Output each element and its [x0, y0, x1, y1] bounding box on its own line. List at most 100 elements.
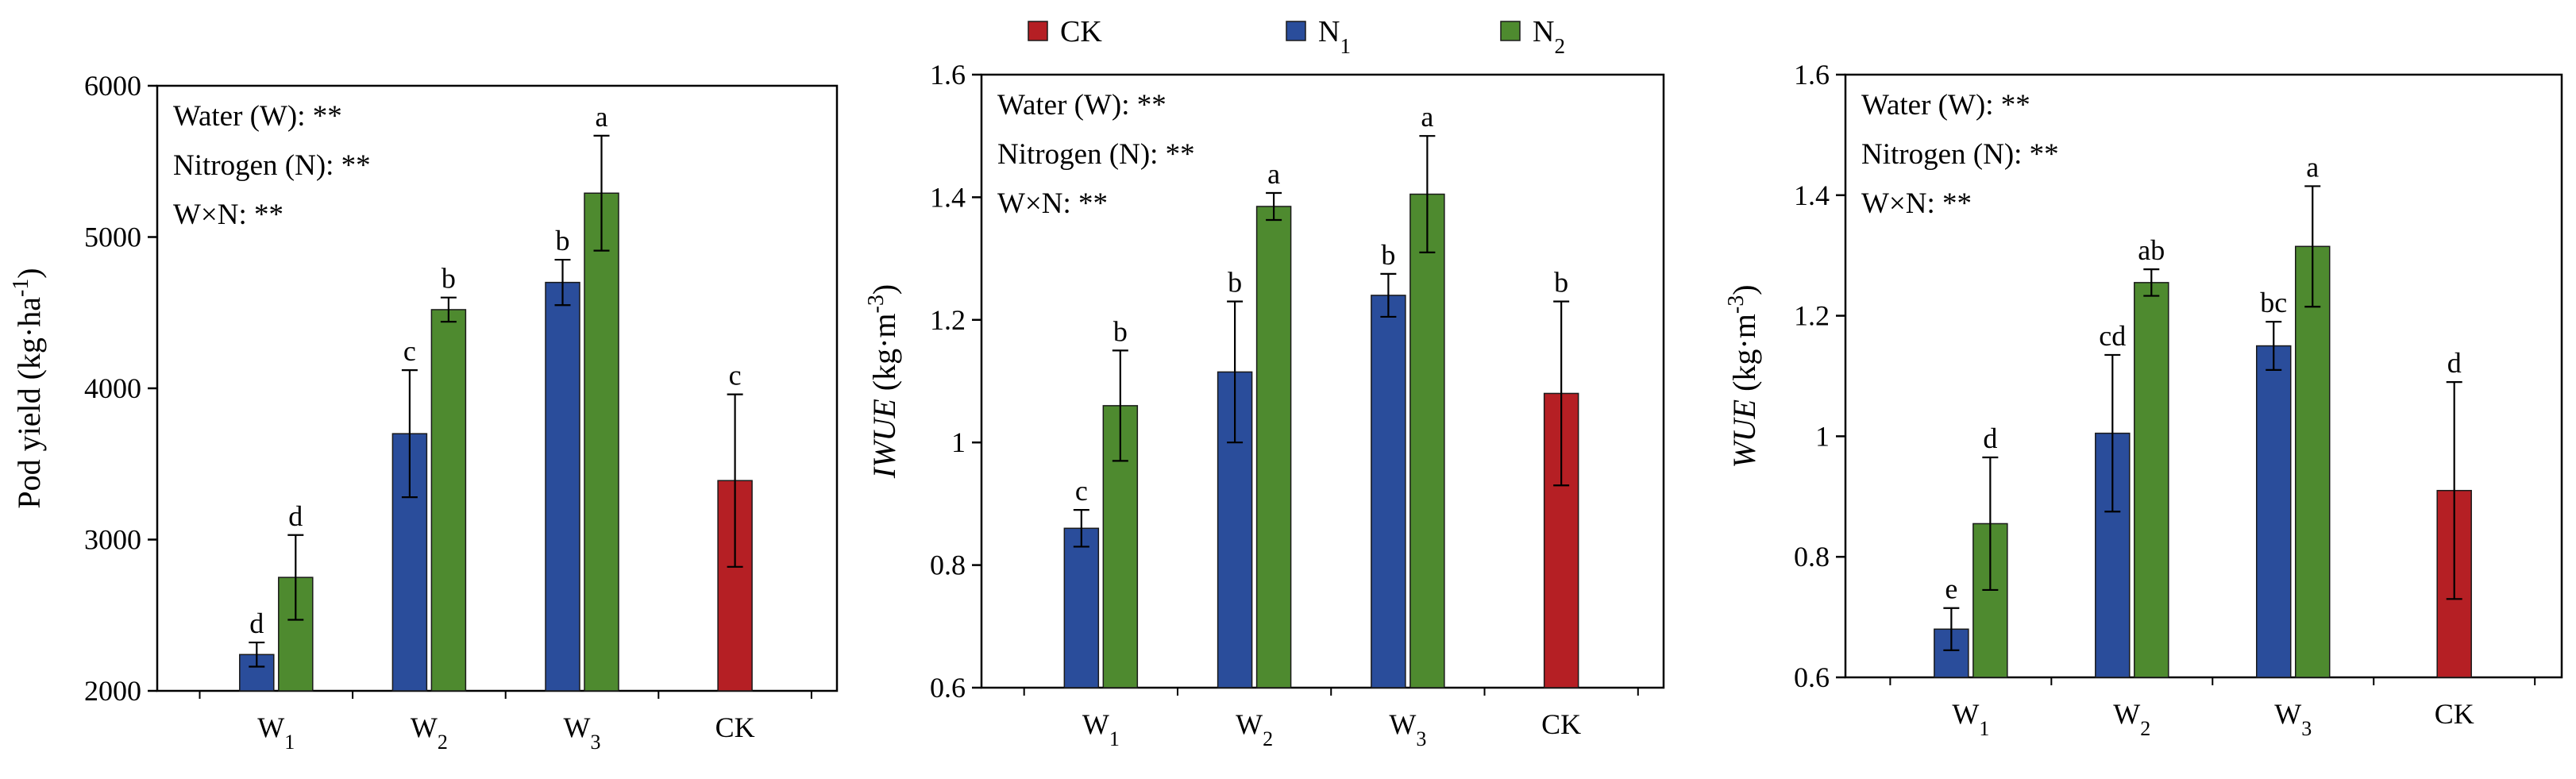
- y-axis-label-italic: IWUE: [866, 399, 902, 479]
- significance-letter: d: [1983, 422, 1997, 454]
- x-tick-label: CK: [1541, 708, 1581, 740]
- x-tick-main: W: [564, 712, 591, 743]
- y-tick-label: 0.8: [1794, 541, 1830, 573]
- significance-letter: c: [729, 360, 742, 391]
- x-tick-label: W3: [564, 712, 601, 754]
- legend-swatch-ck: [1028, 21, 1048, 41]
- x-tick-subscript: 1: [1979, 717, 1989, 740]
- y-axis-label-main: (kg·m: [1726, 314, 1762, 399]
- y-axis-label: Pod yield (kg·ha-1): [9, 268, 48, 508]
- bar-n2: [1409, 193, 1445, 688]
- stat-annotation: Nitrogen (N): **: [1861, 138, 2059, 171]
- legend: CK N1 N2: [1028, 15, 1565, 58]
- significance-letter: c: [1075, 475, 1088, 507]
- significance-letter: ab: [2138, 234, 2165, 266]
- x-tick-subscript: 2: [2140, 717, 2150, 740]
- bar-n1: [2256, 345, 2292, 678]
- stat-annotation: Water (W): **: [1861, 89, 2030, 121]
- y-tick-label: 1.2: [1794, 300, 1830, 332]
- bar-n2: [430, 309, 467, 692]
- y-tick-label: 0.6: [930, 672, 966, 704]
- x-tick-main: W: [411, 712, 438, 743]
- stat-annotation: Nitrogen (N): **: [173, 149, 371, 182]
- x-tick-main: W: [2113, 698, 2140, 730]
- stat-annotation: Water (W): **: [997, 89, 1167, 121]
- significance-letter: d: [249, 607, 264, 639]
- bar-n2: [2295, 245, 2331, 678]
- y-tick-label: 1.6: [930, 59, 966, 91]
- x-tick-subscript: 2: [438, 731, 448, 754]
- significance-letter: a: [1267, 158, 1280, 190]
- legend-label-subscript: 1: [1340, 34, 1351, 58]
- x-tick-main: W: [1952, 698, 1979, 730]
- x-tick-main: W: [1082, 708, 1109, 740]
- y-axis-label-end: ): [1726, 284, 1762, 295]
- x-tick-subscript: 2: [1263, 727, 1273, 750]
- significance-letter: b: [1228, 267, 1242, 299]
- x-tick-label: W1: [257, 712, 295, 754]
- stat-annotation: Nitrogen (N): **: [997, 138, 1195, 171]
- x-tick-main: W: [1236, 708, 1263, 740]
- legend-label-main: N: [1533, 15, 1554, 48]
- bar-n2: [1255, 206, 1292, 688]
- wue-panel: 0.60.811.21.41.6W1 W2 W3 CKecdbcdabadWater …: [1724, 59, 2563, 740]
- x-tick-label: W3: [2274, 698, 2312, 740]
- significance-letter: cd: [2099, 320, 2126, 352]
- x-tick-subscript: 3: [1416, 727, 1426, 750]
- x-tick-label: W1: [1082, 708, 1120, 750]
- x-tick-main: CK: [1541, 708, 1581, 740]
- significance-letter: d: [2447, 347, 2462, 379]
- legend-label-main: N: [1318, 15, 1340, 48]
- x-tick-subscript: 3: [2301, 717, 2312, 740]
- y-tick-label: 4000: [84, 372, 141, 404]
- y-axis-label-superscript: -3: [864, 295, 889, 313]
- stat-annotation: W×N: **: [173, 199, 283, 231]
- y-tick-label: 1.2: [930, 304, 966, 336]
- y-tick-label: 5000: [84, 222, 141, 253]
- significance-letter: d: [288, 500, 303, 532]
- bar-n1: [1063, 527, 1100, 688]
- stat-annotation: W×N: **: [997, 187, 1108, 220]
- stat-annotation: Water (W): **: [173, 100, 342, 133]
- x-tick-main: CK: [715, 712, 755, 743]
- y-tick-label: 2000: [84, 675, 141, 707]
- significance-letter: b: [1554, 267, 1568, 299]
- plot-frame: [1844, 73, 2563, 679]
- y-axis-label-end: ): [11, 268, 47, 278]
- legend-label-n2: N2: [1533, 15, 1565, 58]
- x-tick-label: W1: [1952, 698, 1989, 740]
- x-tick-label: CK: [715, 712, 755, 743]
- bar-n2: [584, 192, 619, 692]
- x-tick-label: CK: [2435, 698, 2474, 730]
- significance-letter: bc: [2260, 287, 2287, 318]
- y-axis-label-italic: WUE: [1726, 399, 1762, 469]
- x-tick-subscript: 3: [590, 731, 600, 754]
- y-tick-label: 1: [1815, 420, 1830, 452]
- x-tick-label: W2: [2113, 698, 2150, 740]
- y-axis-label-main: (kg·m: [866, 313, 902, 399]
- y-axis-label: IWUE (kg·m-3): [864, 284, 903, 479]
- significance-letter: b: [556, 225, 570, 256]
- y-tick-label: 0.6: [1794, 661, 1830, 693]
- significance-letter: b: [442, 263, 456, 295]
- x-tick-main: W: [1389, 708, 1416, 740]
- y-axis-label: WUE (kg·m-3): [1724, 284, 1763, 468]
- y-tick-label: 1.4: [1794, 179, 1830, 211]
- bar-n1: [1371, 295, 1406, 688]
- legend-swatch-n1: [1286, 21, 1306, 41]
- y-axis-label-superscript: -3: [1724, 295, 1749, 314]
- x-tick-subscript: 1: [284, 731, 295, 754]
- legend-label-ck: CK: [1060, 15, 1102, 48]
- significance-letter: e: [1945, 573, 1957, 605]
- x-tick-main: CK: [2435, 698, 2474, 730]
- significance-letter: b: [1113, 315, 1128, 347]
- y-tick-label: 6000: [84, 70, 141, 102]
- significance-letter: a: [596, 101, 608, 133]
- legend-label-n1: N1: [1318, 15, 1351, 58]
- x-tick-label: W2: [1236, 708, 1273, 750]
- x-tick-subscript: 1: [1109, 727, 1120, 750]
- plot-frame: [980, 73, 1665, 689]
- x-tick-label: W3: [1389, 708, 1426, 750]
